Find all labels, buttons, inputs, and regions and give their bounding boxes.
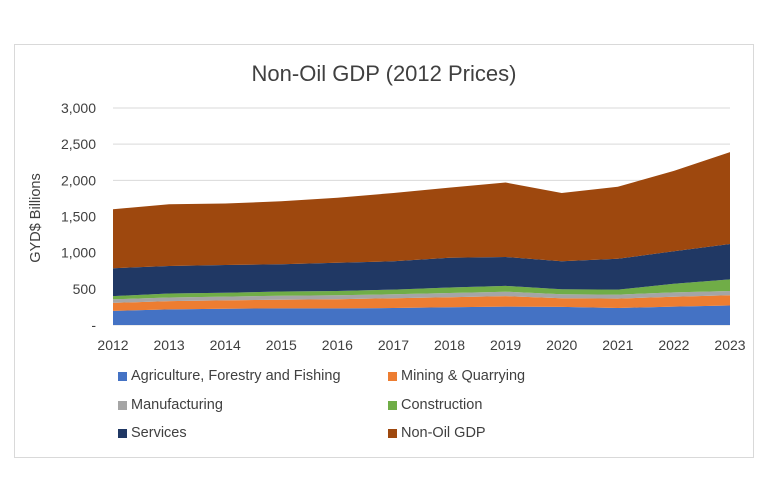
legend-swatch (118, 428, 127, 438)
x-tick-label: 2022 (658, 337, 689, 353)
y-tick-label: - (91, 317, 96, 333)
chart-title: Non-Oil GDP (2012 Prices) (252, 61, 517, 86)
legend-label: Services (131, 425, 187, 441)
area-series (113, 152, 730, 325)
y-tick-label: 3,000 (61, 100, 96, 116)
legend-label: Non-Oil GDP (401, 425, 486, 441)
y-tick-label: 2,000 (61, 172, 96, 188)
legend-swatch (388, 371, 397, 381)
area-agriculture-forestry-and-fishing (113, 305, 730, 325)
legend-item: Services (118, 425, 187, 441)
y-tick-label: 500 (73, 281, 97, 297)
area-construction (113, 279, 730, 300)
area-manufacturing (113, 291, 730, 303)
legend-item: Agriculture, Forestry and Fishing (118, 368, 341, 384)
area-non-oil-gdp (113, 152, 730, 269)
area-mining-quarrying (113, 295, 730, 311)
legend-swatch (118, 400, 127, 410)
x-tick-label: 2014 (210, 337, 241, 353)
x-tick-label: 2021 (602, 337, 633, 353)
x-tick-label: 2023 (714, 337, 745, 353)
x-tick-label: 2018 (434, 337, 465, 353)
legend-item: Manufacturing (118, 397, 223, 413)
legend-item: Construction (388, 397, 482, 413)
x-tick-labels: 2012 2013 2014 2015 2016 2017 2018 2019 2020 2021… (97, 337, 745, 353)
y-tick-labels: - 500 1,000 1,500 2,000 2,500 3,000 (61, 100, 96, 333)
x-tick-label: 2012 (97, 337, 128, 353)
x-tick-label: 2016 (322, 337, 353, 353)
legend-swatch (388, 400, 397, 410)
legend-item: Non-Oil GDP (388, 425, 486, 441)
x-tick-label: 2017 (378, 337, 409, 353)
x-tick-label: 2020 (546, 337, 577, 353)
area-services (113, 244, 730, 297)
y-tick-label: 1,500 (61, 209, 96, 225)
legend-label: Mining & Quarrying (401, 368, 526, 384)
x-tick-label: 2013 (154, 337, 185, 353)
legend-swatch (118, 371, 127, 381)
y-tick-label: 2,500 (61, 136, 96, 152)
legend-label: Manufacturing (131, 397, 223, 413)
legend-label: Agriculture, Forestry and Fishing (131, 368, 341, 384)
legend-swatch (388, 428, 397, 438)
legend-label: Construction (401, 397, 483, 413)
x-tick-label: 2015 (266, 337, 297, 353)
y-axis-label: GYD$ Billions (28, 173, 44, 262)
x-tick-label: 2019 (490, 337, 521, 353)
y-tick-label: 1,000 (61, 245, 96, 261)
legend-item: Mining & Quarrying (388, 368, 525, 384)
